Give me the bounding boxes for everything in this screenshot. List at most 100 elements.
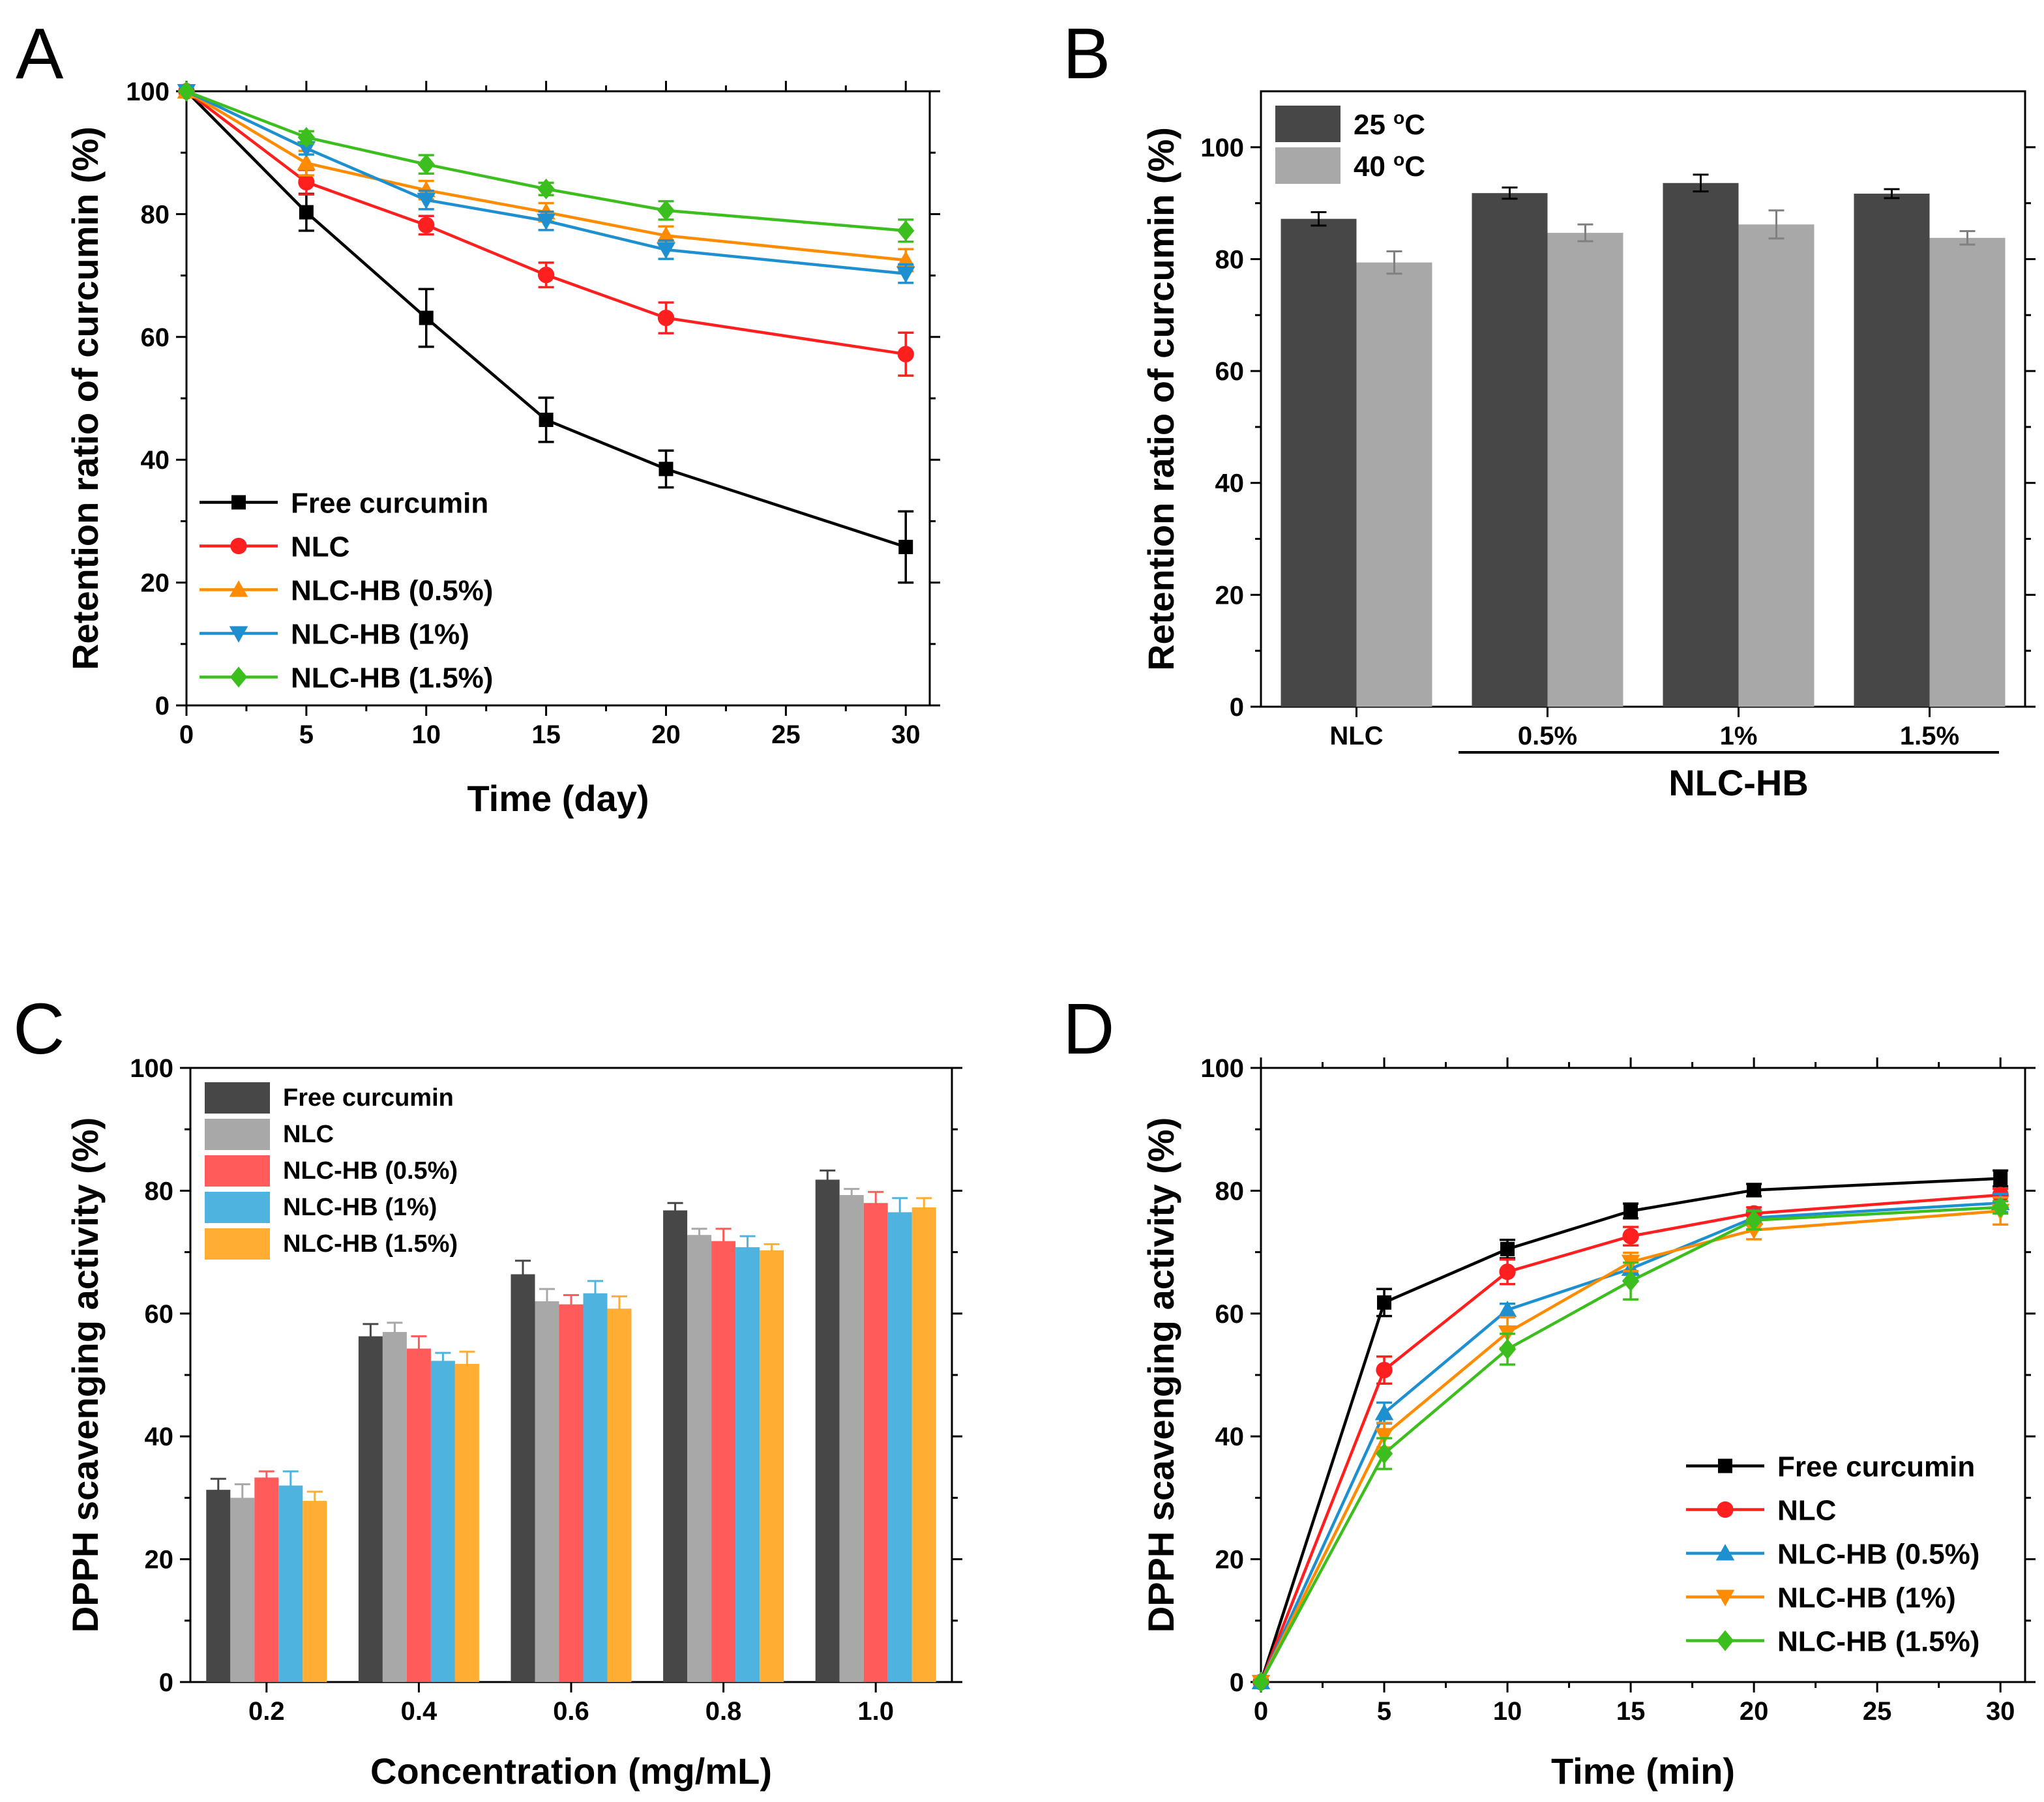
legend-label-unit: C bbox=[1404, 109, 1425, 141]
legend-label: NLC-HB (1.5%) bbox=[291, 662, 493, 694]
y-tick-label: 40 bbox=[1215, 1423, 1245, 1451]
panel-C: C 0 20 40 60 80 100 DPPH scavenging activity (%… bbox=[13, 989, 962, 1792]
bar bbox=[607, 1308, 632, 1682]
legend-label-sup: o bbox=[1393, 108, 1404, 128]
data-point bbox=[1622, 1270, 1640, 1292]
bar bbox=[454, 1364, 479, 1682]
x-tick-label: 1.5% bbox=[1900, 722, 1959, 750]
y-tick-label: 0 bbox=[1230, 693, 1244, 722]
bar bbox=[559, 1304, 584, 1682]
bar bbox=[406, 1348, 431, 1682]
bar bbox=[1738, 224, 1814, 707]
y-tick-label: 80 bbox=[141, 200, 170, 229]
data-point bbox=[177, 81, 196, 102]
data-point bbox=[1747, 1183, 1762, 1198]
series-free-curcumin bbox=[179, 84, 914, 584]
data-point bbox=[1623, 1204, 1638, 1219]
legend-marker bbox=[1716, 1630, 1734, 1651]
x-tick-label: 20 bbox=[1740, 1697, 1769, 1726]
series-nlc-hb-1-5- bbox=[177, 81, 915, 243]
data-point bbox=[898, 539, 913, 554]
data-point bbox=[298, 173, 315, 191]
data-point bbox=[539, 412, 554, 427]
series-line bbox=[1260, 1205, 2001, 1683]
legend-label-base: 40 bbox=[1354, 151, 1393, 183]
legend-swatch bbox=[205, 1119, 270, 1150]
data-point bbox=[299, 205, 314, 220]
data-point bbox=[537, 267, 555, 284]
legend-label-unit: C bbox=[1404, 151, 1425, 183]
bar bbox=[1472, 193, 1548, 707]
y-tick-label: 40 bbox=[141, 446, 170, 475]
data-point bbox=[897, 220, 915, 241]
legend-label: NLC bbox=[283, 1121, 334, 1148]
legend-label: NLC-HB (1%) bbox=[291, 619, 469, 651]
x-tick-label: 30 bbox=[891, 720, 921, 749]
bar bbox=[358, 1336, 383, 1682]
y-tick-label: 0 bbox=[1230, 1668, 1244, 1697]
y-tick-label: 100 bbox=[126, 78, 170, 106]
bar bbox=[230, 1498, 255, 1682]
series-line bbox=[1259, 1201, 2001, 1683]
legend-label: Free curcumin bbox=[283, 1084, 454, 1112]
data-point bbox=[1252, 1672, 1270, 1692]
x-tick-label: 0 bbox=[1254, 1697, 1268, 1726]
panel-letter: A bbox=[16, 14, 64, 94]
data-point bbox=[297, 153, 316, 171]
x-tick-label: 20 bbox=[651, 720, 681, 749]
series-line bbox=[185, 90, 906, 356]
bar bbox=[863, 1203, 888, 1682]
plot-frame bbox=[185, 90, 931, 707]
y-tick-label: 20 bbox=[145, 1546, 174, 1574]
series-nlc-hb-1-5- bbox=[1252, 1196, 2009, 1692]
legend-label: NLC-HB (1.5%) bbox=[283, 1230, 458, 1258]
y-tick-label: 100 bbox=[1200, 134, 1244, 162]
bar bbox=[1663, 183, 1739, 707]
data-point bbox=[297, 141, 316, 158]
bar bbox=[839, 1194, 864, 1682]
data-point bbox=[1374, 1428, 1394, 1445]
data-point bbox=[297, 126, 316, 148]
x-tick-label: 15 bbox=[531, 720, 561, 749]
data-point bbox=[1993, 1171, 2008, 1186]
legend: Free curcumin NLC NLC-HB (0.5%) NLC-HB (1%)… bbox=[205, 1082, 458, 1260]
data-point bbox=[657, 243, 675, 259]
x-tick-label: 1% bbox=[1720, 722, 1758, 750]
data-point bbox=[1500, 1241, 1515, 1256]
legend-label: Free curcumin bbox=[291, 488, 488, 520]
y-tick-label: 20 bbox=[141, 569, 170, 598]
x-tick-label: 0 bbox=[179, 720, 194, 749]
y-tick-label: 100 bbox=[1200, 1054, 1244, 1083]
x-tick-label: NLC bbox=[1329, 722, 1383, 750]
bar bbox=[1281, 218, 1357, 707]
y-tick-label: 80 bbox=[1215, 1177, 1245, 1205]
bar bbox=[911, 1207, 936, 1682]
legend: Free curcumin NLC NLC-HB (0.5%) NLC-HB (1%)… bbox=[1686, 1451, 1979, 1658]
y-axis-label: DPPH scavenging activity (%) bbox=[65, 1117, 106, 1632]
data-point bbox=[657, 199, 675, 221]
data-point bbox=[1745, 1209, 1763, 1231]
legend-marker bbox=[230, 537, 247, 555]
plot-frame bbox=[1260, 90, 2026, 708]
y-tick-label: 60 bbox=[141, 323, 170, 352]
series-line bbox=[1259, 1193, 2001, 1683]
data-point bbox=[417, 192, 436, 210]
bar bbox=[711, 1241, 736, 1682]
legend-swatch bbox=[205, 1082, 270, 1114]
x-tick-label: 10 bbox=[411, 720, 441, 749]
series-nlc bbox=[178, 83, 914, 377]
x-axis-label: Time (min) bbox=[1551, 1750, 1735, 1792]
y-tick-label: 60 bbox=[145, 1300, 174, 1329]
bar bbox=[1356, 262, 1432, 707]
bar bbox=[511, 1274, 535, 1682]
bar bbox=[887, 1212, 912, 1682]
x-axis-label: Concentration (mg/mL) bbox=[370, 1750, 772, 1792]
legend-label: Free curcumin bbox=[1777, 1451, 1975, 1483]
data-point bbox=[896, 250, 915, 268]
bar bbox=[1929, 237, 2006, 707]
